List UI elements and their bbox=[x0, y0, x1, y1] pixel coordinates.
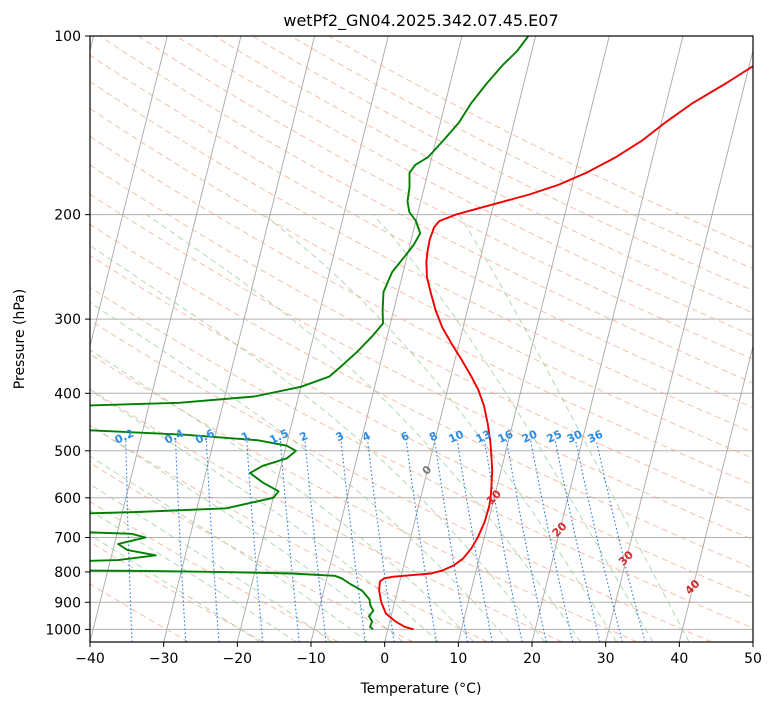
x-tick-label: 0 bbox=[380, 651, 389, 667]
dry-adiabat-line bbox=[90, 583, 190, 642]
isotherm-line bbox=[163, 36, 316, 642]
mixing-ratio-label: 20 bbox=[520, 427, 540, 445]
y-tick-label: 100 bbox=[54, 29, 81, 45]
moist-adiabat-line bbox=[90, 455, 368, 642]
mixing-ratio-line bbox=[505, 440, 547, 642]
mixing-ratio-line bbox=[434, 440, 469, 642]
y-tick-label: 1000 bbox=[45, 622, 81, 638]
x-tick-label: 50 bbox=[744, 651, 762, 667]
mixing-ratio-line bbox=[595, 440, 646, 642]
x-tick-label: −40 bbox=[75, 651, 105, 667]
mixing-ratio-line bbox=[125, 440, 133, 642]
moist-adiabat-line bbox=[90, 349, 475, 642]
pressure-grid bbox=[90, 36, 753, 630]
moist-adiabat-line bbox=[458, 214, 690, 642]
mixing-ratio-label: 13 bbox=[474, 428, 493, 446]
mixing-ratio-label: 30 bbox=[565, 427, 585, 445]
mixing-ratio-label: 36 bbox=[586, 427, 606, 445]
moist-adiabat-line bbox=[90, 483, 333, 642]
dewpoint-profile-line bbox=[90, 36, 530, 631]
mixing-ratio-line bbox=[279, 440, 300, 642]
dry-adiabat-line bbox=[90, 462, 414, 642]
mixing-ratio-line bbox=[530, 440, 574, 642]
x-tick-label: −10 bbox=[296, 651, 326, 667]
mixing-ratio-line bbox=[483, 440, 523, 642]
dry-adiabat-line bbox=[175, 36, 753, 337]
y-axis-title: Pressure (hPa) bbox=[12, 289, 28, 389]
isotherm-line bbox=[90, 36, 168, 349]
x-tick-label: 30 bbox=[597, 651, 615, 667]
y-tick-label: 900 bbox=[54, 595, 81, 611]
moist-adiabat-line bbox=[90, 424, 404, 642]
mixing-ratio-line bbox=[575, 440, 623, 642]
moist-adiabat-line bbox=[90, 301, 510, 642]
mixing-ratio-line bbox=[456, 440, 493, 642]
x-tick-label: 40 bbox=[670, 651, 688, 667]
dry-adiabat-line bbox=[90, 319, 712, 642]
dry-adiabat-line bbox=[90, 353, 638, 642]
temperature-profile-line bbox=[378, 64, 753, 631]
isotherm-line bbox=[384, 36, 537, 642]
mixing-ratio-line bbox=[340, 440, 366, 642]
profile-series bbox=[90, 36, 753, 631]
isotherm-line bbox=[531, 36, 684, 642]
moist-adiabat-line bbox=[90, 389, 439, 642]
mixing-ratio-line bbox=[175, 440, 187, 642]
moist-adiabat-line bbox=[146, 214, 582, 642]
dry-adiabat-line bbox=[90, 193, 753, 541]
dry-adiabat-line bbox=[137, 36, 753, 360]
y-tick-label: 500 bbox=[54, 444, 81, 460]
mixing-ratio-line bbox=[405, 440, 437, 642]
dry-adiabat-line bbox=[90, 80, 753, 434]
moist-adiabat-line bbox=[372, 214, 654, 642]
chart-title: wetPf2_GN04.2025.342.07.45.E07 bbox=[283, 11, 558, 31]
mixing-ratio-label: 16 bbox=[496, 427, 516, 445]
mixing-ratio-label: 10 bbox=[447, 428, 467, 446]
isotherm-line bbox=[236, 36, 389, 642]
y-tick-label: 800 bbox=[54, 565, 81, 581]
mixing-ratio-line bbox=[304, 440, 327, 642]
y-tick-label: 200 bbox=[54, 208, 81, 224]
dry-adiabat-line bbox=[90, 388, 563, 642]
y-tick-label: 400 bbox=[54, 386, 81, 402]
moist-adiabat-line bbox=[90, 509, 297, 642]
dry-adiabat-line bbox=[90, 424, 488, 642]
plot-frame bbox=[89, 35, 754, 643]
y-tick-label: 700 bbox=[54, 531, 81, 547]
x-tick-label: 10 bbox=[449, 651, 467, 667]
isotherm-line bbox=[457, 36, 610, 642]
dry-adiabat-line bbox=[90, 54, 753, 409]
isotherm-line bbox=[605, 48, 753, 642]
mixing-ratio-label: 25 bbox=[545, 428, 564, 446]
y-tick-label: 600 bbox=[54, 491, 81, 507]
x-tick-label: −20 bbox=[223, 651, 253, 667]
axes: −40 −30 −20 −10 0 10 20 30 40 50 100 200 300 400 500 60… bbox=[45, 29, 762, 667]
x-tick-label: −30 bbox=[149, 651, 179, 667]
moist-adiabat-line bbox=[90, 244, 546, 642]
moist-adiabat-line bbox=[263, 214, 618, 642]
mixing-ratio-line bbox=[554, 440, 601, 642]
mixing-ratio-line bbox=[205, 440, 220, 642]
x-tick-label: 20 bbox=[523, 651, 541, 667]
mixing-ratio-line bbox=[246, 440, 264, 642]
dry-adiabat-line bbox=[90, 164, 753, 513]
isotherm-line bbox=[90, 36, 242, 642]
x-axis-title: Temperature (°C) bbox=[360, 681, 482, 697]
y-tick-label: 300 bbox=[54, 312, 81, 328]
isotherm-line bbox=[678, 344, 753, 642]
plot-area bbox=[90, 36, 753, 642]
